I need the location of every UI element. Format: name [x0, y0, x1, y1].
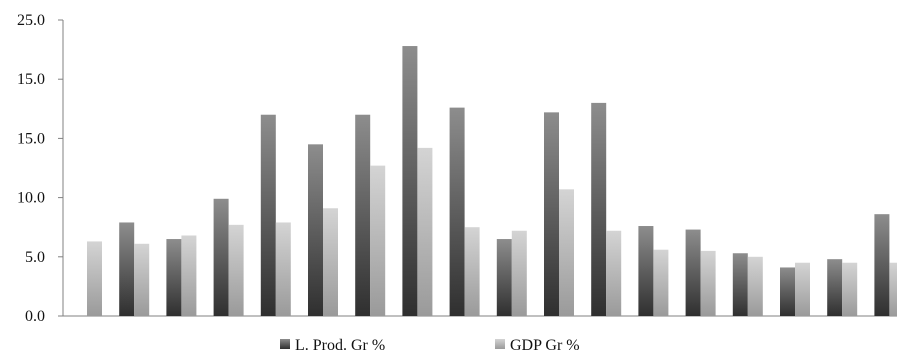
- y-tick-label: 15.0: [17, 71, 45, 88]
- bar-gdp: [700, 250, 716, 316]
- y-axis-ticks: 0.0 5.0 10.0 15.0 15.0 25.0: [17, 12, 63, 325]
- bar-gdp: [417, 147, 433, 316]
- bar-gdp: [275, 222, 291, 316]
- bar-gdp: [889, 262, 897, 316]
- bar-l-prod: [591, 102, 607, 316]
- legend-swatch-l-prod: [280, 339, 290, 349]
- bar-l-prod: [355, 114, 371, 316]
- legend-swatch-gdp: [495, 339, 505, 349]
- bar-l-prod: [166, 239, 182, 316]
- bar-gdp: [134, 243, 150, 316]
- bar-l-prod: [213, 198, 229, 316]
- bar-l-prod: [685, 229, 701, 316]
- bar-gdp: [606, 230, 622, 316]
- y-tick-label: 10.0: [17, 190, 45, 207]
- bar-l-prod: [638, 226, 654, 316]
- legend-label-l-prod: L. Prod. Gr %: [295, 337, 385, 352]
- bar-l-prod: [402, 46, 418, 316]
- bar-gdp: [795, 262, 810, 316]
- bar-gdp: [511, 230, 527, 316]
- bar-gdp: [370, 165, 386, 316]
- y-tick-label: 15.0: [17, 130, 45, 147]
- bar-l-prod: [544, 112, 559, 317]
- bar-gdp: [842, 262, 858, 316]
- bar-l-prod: [732, 253, 748, 316]
- bar-l-prod: [260, 114, 276, 316]
- bar-l-prod: [449, 107, 465, 316]
- y-tick-label: 5.0: [25, 249, 45, 266]
- legend: L. Prod. Gr % GDP Gr %: [280, 337, 580, 354]
- y-tick-label: 0.0: [25, 308, 45, 325]
- bar-l-prod: [308, 144, 323, 316]
- bar-l-prod: [780, 267, 795, 316]
- bar-l-prod: [496, 239, 512, 316]
- bar-gdp: [559, 189, 574, 316]
- bar-l-prod: [119, 222, 135, 316]
- bar-gdp: [323, 208, 338, 316]
- bar-gdp: [181, 235, 197, 316]
- bar-l-prod: [827, 259, 843, 316]
- bar-gdp: [87, 241, 102, 316]
- bar-gdp: [228, 224, 244, 316]
- bar-l-prod: [874, 214, 890, 316]
- legend-label-gdp: GDP Gr %: [510, 337, 580, 352]
- bar-gdp: [747, 256, 763, 316]
- bar-gdp: [464, 227, 480, 316]
- bar-gdp: [653, 249, 669, 316]
- bars-group: [87, 46, 897, 317]
- y-tick-label: 25.0: [17, 12, 45, 29]
